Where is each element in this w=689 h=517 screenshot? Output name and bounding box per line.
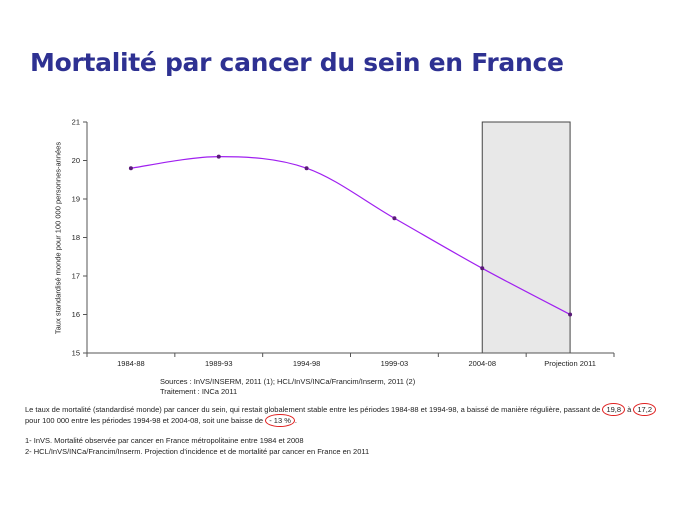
y-tick-label: 18 (72, 233, 80, 242)
value-start-highlight: 19,8 (602, 403, 626, 416)
x-tick-label: 1999-03 (381, 359, 409, 368)
data-point (216, 154, 221, 159)
projection-shaded-region (481, 121, 571, 354)
data-point (480, 266, 485, 271)
y-axis-title: Taux standardisé monde pour 100 000 pers… (53, 141, 63, 335)
description-text: pour 100 000 entre les périodes 1994-98 … (25, 415, 266, 425)
projection-region-rect (481, 121, 571, 354)
y-tick-label: 15 (72, 349, 80, 358)
y-tick-label: 16 (72, 310, 80, 319)
y-tick-label: 17 (72, 272, 80, 281)
chart-tick-labels: 15 16 17 18 19 20 21 1984-88 1989-93 1994-98 1999-… (72, 118, 596, 369)
chart-series (128, 154, 573, 317)
x-tick-label: Projection 2011 (544, 359, 596, 368)
footnote-2: 2- HCL/InVS/INCa/Francim/Inserm. Project… (25, 446, 370, 456)
description-text: Le taux de mortalité (standardisé monde)… (25, 405, 603, 414)
description-text: à (625, 405, 634, 414)
y-tick-label: 20 (72, 156, 80, 165)
chart-ticks (83, 121, 615, 357)
data-point (568, 312, 573, 317)
data-point (304, 166, 309, 171)
x-tick-label: 1994-98 (293, 359, 321, 368)
x-tick-label: 1984-88 (117, 359, 145, 368)
data-point (128, 166, 133, 171)
description-paragraph: Le taux de mortalité (standardisé monde)… (25, 403, 665, 427)
decline-highlight: - 13 % (265, 413, 295, 427)
x-tick-label: 2004-08 (468, 359, 496, 368)
y-tick-label: 21 (72, 118, 80, 127)
slide-title: Mortalité par cancer du sein en France (30, 48, 564, 77)
footnote-1: 1- InVS. Mortalité observée par cancer e… (25, 436, 304, 445)
value-end-highlight: 17,2 (633, 403, 656, 416)
series-line (130, 156, 571, 316)
y-tick-label: 19 (72, 195, 80, 204)
footnotes: 1- InVS. Mortalité observée par cancer e… (25, 436, 369, 457)
chart-sources: Sources : InVS/INSERM, 2011 (1); HCL/InV… (160, 377, 415, 397)
sources-line: Sources : InVS/INSERM, 2011 (1); HCL/InV… (160, 377, 416, 386)
treatment-line: Traitement : INCa 2011 (160, 387, 238, 396)
mortality-chart: 15 16 17 18 19 20 21 1984-88 1989-93 1994-98 1999-… (72, 118, 615, 369)
description-text: . (294, 415, 297, 425)
x-tick-label: 1989-93 (205, 359, 233, 368)
data-point (392, 216, 397, 221)
